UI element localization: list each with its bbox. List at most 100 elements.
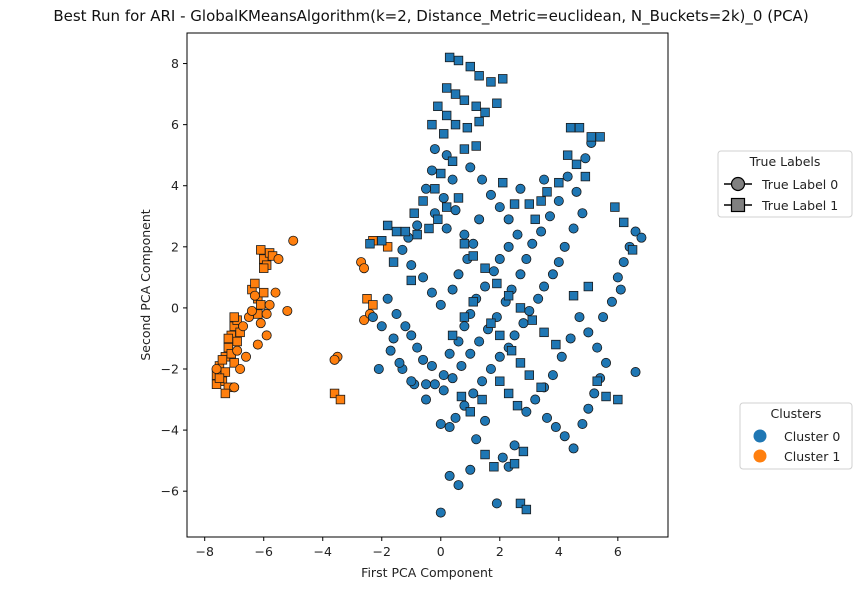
scatter-point-c0-l1-78 [521, 504, 532, 515]
scatter-point-c0-l1-68 [619, 217, 629, 228]
scatter-point-c0-l0-8 [429, 379, 440, 390]
scatter-point-c0-l1-30 [391, 226, 402, 237]
scatter-point-c0-l0-93 [612, 272, 623, 283]
scatter-point-c0-l0-72 [456, 360, 467, 371]
scatter-point-c0-l0-54 [553, 257, 564, 268]
scatter-point-c0-l1-51 [506, 345, 517, 356]
scatter-point-c0-l0-34 [418, 272, 429, 283]
scatter-point-c0-l0-111 [471, 434, 482, 445]
scatter-point-c0-l0-127 [459, 229, 470, 240]
scatter-point-c0-l0-78 [568, 443, 579, 454]
scatter-point-c0-l1-47 [539, 327, 549, 338]
x-tick-label: 6 [614, 544, 622, 559]
scatter-point-c0-l1-7 [450, 89, 461, 99]
scatter-point-c0-l0-132 [539, 174, 550, 185]
scatter-point-c0-l1-22 [595, 132, 605, 142]
scatter-point-c0-l1-0 [444, 52, 455, 63]
scatter-point-c0-l1-82 [436, 168, 446, 179]
scatter-point-c0-l1-53 [524, 370, 535, 380]
scatter-point-c0-l0-39 [421, 394, 432, 405]
scatter-point-c0-l0-61 [544, 211, 555, 222]
scatter-point-c0-l1-31 [400, 226, 411, 237]
scatter-point-c0-l1-69 [627, 245, 638, 255]
x-tick-label: 2 [496, 544, 504, 559]
scatter-point-c0-l0-73 [447, 373, 458, 384]
scatter-point-c0-l0-4 [406, 330, 417, 341]
scatter-point-c0-l0-36 [435, 299, 446, 310]
scatter-point-c0-l0-58 [571, 186, 582, 197]
legend-square-marker-icon [730, 197, 746, 213]
scatter-point-c0-l0-84 [592, 342, 603, 353]
scatter-point-c0-l1-81 [365, 239, 375, 249]
scatter-point-c0-l0-81 [589, 388, 600, 399]
scatter-point-c0-l1-55 [495, 376, 505, 386]
x-tick-label: 4 [555, 544, 563, 559]
scatter-point-c0-l1-23 [562, 150, 573, 160]
x-tick-label: −2 [373, 544, 391, 559]
legend-entry-true-label-1: True Label 1 [761, 198, 838, 213]
scatter-point-c1-l0-8 [255, 318, 266, 329]
scatter-point-c0-l0-91 [530, 394, 541, 405]
scatter-point-c0-l0-98 [615, 284, 626, 295]
scatter-point-c0-l0-30 [412, 220, 423, 231]
scatter-point-c0-l1-77 [515, 498, 526, 509]
scatter-point-c1-l1-33 [335, 394, 346, 405]
scatter-point-c0-l0-17 [494, 254, 505, 265]
scatter-point-c0-l1-62 [459, 312, 470, 322]
scatter-point-c0-l0-106 [453, 480, 464, 491]
scatter-point-c0-l0-21 [453, 269, 464, 280]
scatter-point-c1-l1-23 [250, 278, 260, 289]
scatter-point-c0-l0-46 [494, 351, 505, 362]
scatter-point-c0-l1-13 [441, 110, 452, 121]
scatter-point-c0-l1-85 [471, 141, 481, 151]
scatter-point-c0-l0-56 [568, 223, 579, 234]
scatter-point-c0-l0-27 [447, 174, 458, 185]
scatter-point-c0-l0-43 [468, 388, 479, 399]
scatter-point-c0-l0-35 [426, 287, 437, 298]
scatter-points [211, 52, 647, 518]
scatter-point-c0-l0-55 [559, 241, 570, 252]
scatter-point-c0-l1-70 [583, 281, 594, 292]
scatter-point-c0-l1-60 [456, 391, 467, 402]
scatter-point-c0-l1-46 [527, 315, 537, 325]
scatter-point-c0-l0-9 [438, 370, 449, 381]
scatter-point-c0-l0-70 [474, 336, 485, 347]
scatter-point-c0-l0-64 [521, 254, 532, 265]
scatter-point-c0-l1-10 [480, 107, 490, 118]
scatter-point-c0-l0-133 [450, 205, 461, 216]
scatter-point-c0-l1-45 [515, 303, 526, 313]
scatter-point-c0-l0-107 [465, 464, 476, 475]
scatter-point-c0-l0-79 [577, 418, 588, 429]
scatter-point-c0-l1-5 [498, 74, 508, 84]
scatter-point-c0-l0-10 [444, 348, 455, 359]
scatter-point-c0-l0-101 [630, 367, 641, 378]
scatter-point-c0-l0-110 [435, 418, 446, 429]
scatter-point-c1-l0-20 [329, 354, 340, 365]
scatter-point-c0-l1-39 [430, 184, 440, 194]
scatter-point-c0-l1-15 [462, 122, 473, 133]
legend-cluster0-dot-icon [753, 429, 767, 443]
scatter-point-c0-l1-4 [486, 77, 496, 87]
scatter-point-c1-l1-32 [329, 388, 340, 399]
scatter-point-c0-l1-40 [459, 239, 470, 249]
scatter-point-c0-l1-76 [509, 458, 520, 469]
scatter-point-c0-l1-34 [433, 214, 443, 225]
scatter-point-c0-l1-9 [471, 101, 481, 112]
scatter-point-c1-l0-11 [288, 235, 299, 246]
scatter-point-c0-l0-121 [367, 312, 378, 323]
scatter-point-c1-l1-24 [259, 287, 269, 298]
scatter-point-c0-l0-7 [426, 360, 437, 371]
scatter-point-c0-l0-77 [559, 431, 570, 442]
scatter-point-c0-l1-6 [441, 83, 452, 93]
legend-clusters: Clusters Cluster 0 Cluster 1 [739, 402, 853, 470]
scatter-point-c0-l1-89 [498, 177, 508, 188]
scatter-point-c0-l0-19 [512, 229, 523, 240]
scatter-point-c0-l1-83 [447, 156, 458, 166]
scatter-point-c1-l1-28 [256, 245, 266, 255]
scatter-point-c0-l0-57 [577, 208, 588, 219]
y-tick-label: −6 [161, 484, 179, 499]
scatter-point-c0-l0-41 [450, 412, 461, 423]
scatter-point-c1-l1-11 [217, 355, 228, 365]
scatter-point-c1-l1-35 [382, 242, 393, 252]
scatter-point-c0-l1-41 [468, 251, 478, 261]
